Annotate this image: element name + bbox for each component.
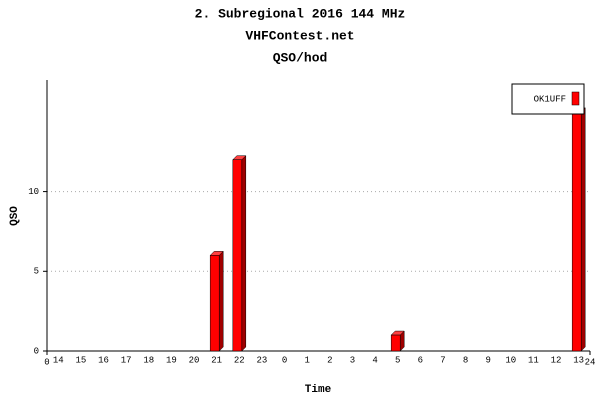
- bar-side: [241, 155, 247, 352]
- x-axis-title: Time: [305, 384, 332, 396]
- bar: [232, 159, 243, 352]
- x-tick-label: 12: [551, 355, 562, 365]
- chart-subtitle: QSO/hod: [273, 50, 328, 65]
- x-tick-label: 10: [505, 355, 516, 365]
- bar: [209, 255, 220, 352]
- x-tick-label: 8: [463, 355, 468, 365]
- x-tick-label: 16: [98, 355, 109, 365]
- x-tick-label: 20: [189, 355, 200, 365]
- x-tick-label: 24: [585, 357, 596, 367]
- y-axis-title: QSO: [9, 206, 21, 226]
- x-tick-label: 13: [573, 355, 584, 365]
- legend-label: OK1UFF: [534, 94, 566, 104]
- x-tick-label: 2: [327, 355, 332, 365]
- x-tick-label: 14: [53, 355, 64, 365]
- x-tick-label: 6: [418, 355, 423, 365]
- chart-subtitle: VHFContest.net: [245, 28, 354, 43]
- bar-side: [218, 250, 224, 352]
- y-tick-label: 10: [28, 187, 39, 197]
- bar: [571, 111, 582, 352]
- y-tick-label: 0: [34, 346, 39, 356]
- x-tick-label: 9: [485, 355, 490, 365]
- x-tick-label: 21: [211, 355, 222, 365]
- x-tick-label: 0: [44, 357, 49, 367]
- x-tick-label: 23: [257, 355, 268, 365]
- x-tick-label: 3: [350, 355, 355, 365]
- x-tick-label: 22: [234, 355, 245, 365]
- x-tick-label: 11: [528, 355, 539, 365]
- chart-title: 2. Subregional 2016 144 MHz: [195, 6, 406, 21]
- bar-side: [580, 107, 586, 352]
- x-tick-label: 18: [143, 355, 154, 365]
- x-tick-label: 19: [166, 355, 177, 365]
- x-tick-label: 1: [304, 355, 309, 365]
- x-tick-label: 15: [76, 355, 87, 365]
- x-tick-label: 0: [282, 355, 287, 365]
- x-tick-label: 17: [121, 355, 132, 365]
- legend-swatch: [571, 91, 580, 106]
- y-tick-label: 5: [34, 267, 39, 277]
- x-tick-label: 4: [372, 355, 377, 365]
- x-tick-label: 5: [395, 355, 400, 365]
- x-tick-label: 7: [440, 355, 445, 365]
- bar: [390, 334, 401, 352]
